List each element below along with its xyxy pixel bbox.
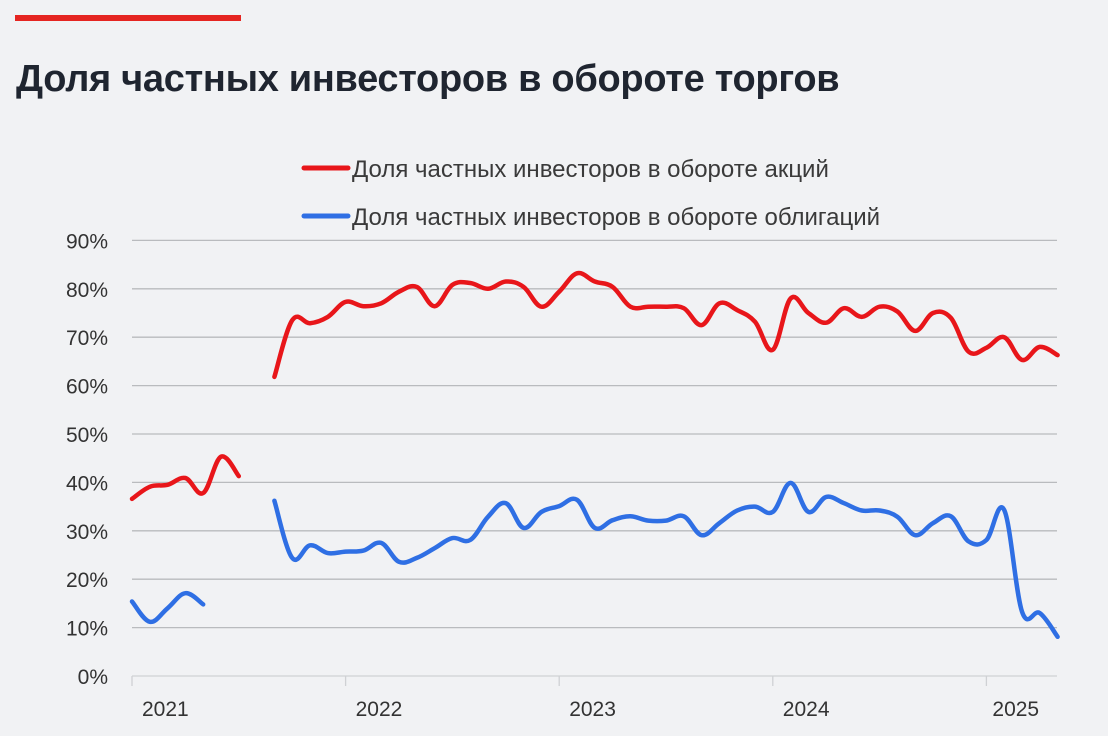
- y-axis-ticks: 0% 10% 20% 30% 40% 50% 60% 70% 80% 90%: [66, 230, 108, 689]
- y-tick-label: 0%: [78, 666, 108, 689]
- y-tick-label: 50%: [66, 424, 108, 447]
- y-tick-label: 20%: [66, 569, 108, 592]
- x-tick-label: 2023: [569, 698, 616, 721]
- y-tick-label: 70%: [66, 327, 108, 350]
- series-line-stocks: [272, 270, 1060, 380]
- legend: Доля частных инвесторов в обороте акций …: [301, 156, 880, 231]
- y-tick-label: 30%: [66, 521, 108, 544]
- series-line-stocks: [129, 454, 242, 502]
- x-tick-label: 2025: [992, 698, 1039, 721]
- y-tick-label: 40%: [66, 472, 108, 495]
- x-tick-label: 2024: [783, 698, 830, 721]
- legend-label-bonds: Доля частных инвесторов в обороте облига…: [352, 204, 880, 231]
- accent-bar: [15, 15, 241, 21]
- x-tick-label: 2022: [356, 698, 403, 721]
- series-line-bonds: [272, 480, 1060, 640]
- page-title: Доля частных инвесторов в обороте торгов: [16, 58, 840, 100]
- grid-lines: [132, 239, 1057, 677]
- x-axis-ticks: 2021 2022 2023 2024 2025: [131, 676, 1039, 721]
- legend-label-stocks: Доля частных инвесторов в обороте акций: [352, 156, 829, 183]
- series-lines: [129, 270, 1060, 640]
- y-tick-label: 10%: [66, 618, 108, 641]
- series-line-bonds: [129, 590, 206, 625]
- x-tick-label: 2021: [142, 698, 189, 721]
- y-tick-label: 90%: [66, 230, 108, 253]
- y-tick-label: 80%: [66, 279, 108, 302]
- y-tick-label: 60%: [66, 376, 108, 399]
